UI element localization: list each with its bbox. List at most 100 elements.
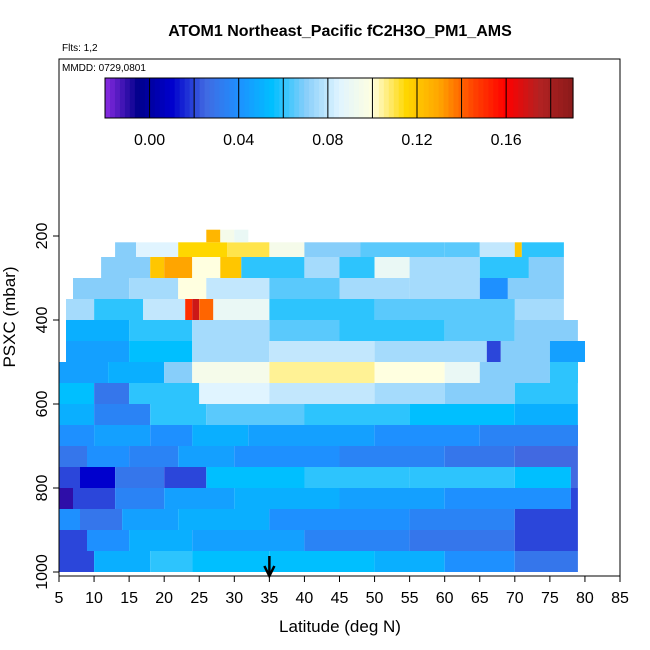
heatmap-cell xyxy=(479,362,550,383)
colorbar-swatch xyxy=(114,78,121,118)
heatmap-cell xyxy=(115,488,165,509)
heatmap-cell xyxy=(59,362,109,383)
heatmap-cell xyxy=(514,530,578,551)
heatmap-cell xyxy=(444,362,480,383)
colorbar-swatch xyxy=(463,78,470,118)
colorbar-swatch xyxy=(473,78,480,118)
x-tick-label: 5 xyxy=(55,590,64,607)
colorbar-swatch xyxy=(149,78,156,118)
colorbar-swatch xyxy=(269,78,275,118)
colorbar-tick-label: 0.16 xyxy=(491,132,522,149)
heatmap-cell xyxy=(192,530,305,551)
colorbar-swatch xyxy=(363,78,370,118)
colorbar-swatch xyxy=(334,78,340,118)
heatmap-cell xyxy=(213,299,270,320)
heatmap-cell xyxy=(94,383,130,404)
heatmap-cell xyxy=(164,257,193,278)
colorbar-swatch xyxy=(279,78,285,118)
heatmap-cell xyxy=(206,467,305,488)
colorbar-swatch xyxy=(184,78,191,118)
heatmap-cell xyxy=(514,383,578,404)
colorbar-swatch xyxy=(179,78,186,118)
heatmap-cell xyxy=(304,257,340,278)
colorbar-tick-label: 0.12 xyxy=(401,132,432,149)
colorbar-swatch xyxy=(368,78,375,118)
heatmap-cell xyxy=(479,242,515,257)
heatmap-cell xyxy=(185,299,193,320)
heatmap-cell xyxy=(122,509,179,530)
x-tick-label: 40 xyxy=(296,590,314,607)
colorbar-tick-label: 0.04 xyxy=(223,132,254,149)
colorbar-swatch xyxy=(144,78,151,118)
colorbar-swatch xyxy=(428,78,435,118)
heatmap-cell xyxy=(59,446,87,467)
colorbar-swatch xyxy=(259,78,265,118)
heatmap-cell xyxy=(129,383,200,404)
heatmap-cell xyxy=(150,404,207,425)
x-tick-label: 60 xyxy=(436,590,454,607)
heatmap-cell xyxy=(66,341,130,362)
colorbar-swatch xyxy=(264,78,270,118)
colorbar-swatch xyxy=(189,78,196,118)
colorbar-swatch xyxy=(324,78,330,118)
y-tick-label: 1000 xyxy=(34,554,51,590)
colorbar-swatch xyxy=(254,78,260,118)
heatmap-cell xyxy=(94,551,151,572)
colorbar-swatch xyxy=(553,78,559,118)
colorbar-swatch xyxy=(483,78,489,118)
colorbar-swatch xyxy=(204,78,211,118)
heatmap-cell xyxy=(234,446,340,467)
heatmap-cell xyxy=(234,488,340,509)
colorbar-swatch xyxy=(388,78,395,118)
colorbar-swatch xyxy=(199,78,206,118)
x-tick-label: 80 xyxy=(576,590,594,607)
heatmap-cell xyxy=(115,242,137,257)
heatmap-cell xyxy=(150,425,193,446)
heatmap-cell xyxy=(269,299,375,320)
heatmap-cell xyxy=(59,509,80,530)
colorbar-swatch xyxy=(508,78,514,118)
heatmap-cell xyxy=(192,299,200,320)
colorbar-swatch xyxy=(528,78,534,118)
colorbar-swatch xyxy=(164,78,171,118)
colorbar-swatch xyxy=(418,78,425,118)
colorbar-swatch xyxy=(194,78,201,118)
colorbar-swatch xyxy=(139,78,146,118)
colorbar-swatch xyxy=(438,78,445,118)
colorbar-swatch xyxy=(343,78,350,118)
heatmap-cell xyxy=(248,425,375,446)
heatmap-cell xyxy=(94,425,151,446)
y-tick-label: 600 xyxy=(34,391,51,418)
colorbar-swatch xyxy=(239,78,246,118)
x-tick-label: 75 xyxy=(541,590,559,607)
x-tick-label: 55 xyxy=(401,590,419,607)
heatmap-cell xyxy=(374,425,480,446)
heatmap-cell xyxy=(192,257,221,278)
heatmap-cell xyxy=(374,341,487,362)
heatmap-cell xyxy=(444,383,515,404)
colorbar-swatch xyxy=(358,78,365,118)
heatmap-cell xyxy=(409,530,515,551)
colorbar-swatch xyxy=(229,78,236,118)
heatmap-cell xyxy=(178,446,235,467)
heatmap-cell xyxy=(178,509,270,530)
heatmap-cell xyxy=(269,509,410,530)
heatmap-cell xyxy=(479,278,508,299)
heatmap-cell xyxy=(59,404,95,425)
heatmap-cell xyxy=(374,257,410,278)
colorbar-swatch xyxy=(563,78,569,118)
colorbar-swatch xyxy=(159,78,166,118)
latitude-marker-arrow xyxy=(263,556,276,579)
colorbar-swatch xyxy=(478,78,484,118)
heatmap-cell xyxy=(164,488,235,509)
colorbar-swatch xyxy=(453,78,460,118)
heatmap-cell xyxy=(234,229,249,243)
heatmap-cell xyxy=(192,320,270,341)
heatmap-cell xyxy=(528,257,564,278)
heatmap-cell xyxy=(87,446,130,467)
colorbar-swatch xyxy=(433,78,440,118)
colorbar-swatch xyxy=(129,78,136,118)
x-axis-label: Latitude (deg N) xyxy=(279,617,401,636)
colorbar-swatch xyxy=(393,78,400,118)
heatmap-cell xyxy=(549,362,578,383)
